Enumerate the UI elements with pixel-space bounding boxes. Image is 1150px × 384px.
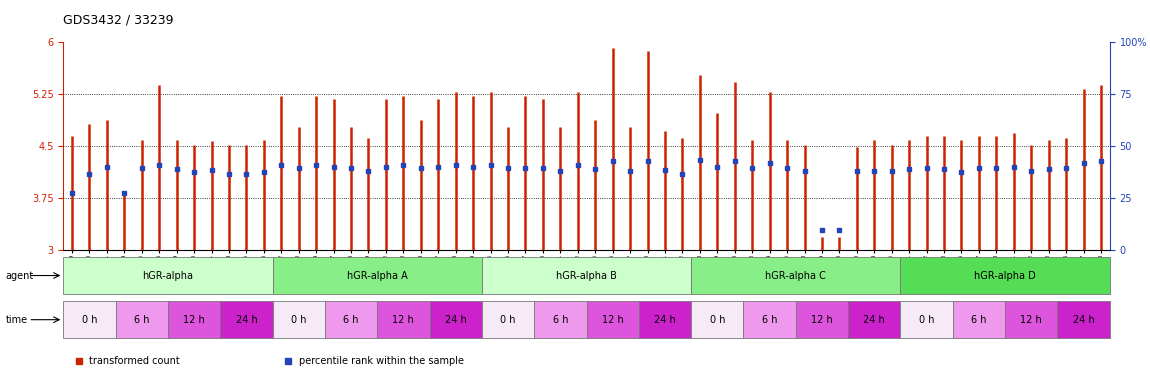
- Text: transformed count: transformed count: [90, 356, 181, 366]
- Text: 6 h: 6 h: [972, 314, 987, 325]
- Text: 6 h: 6 h: [553, 314, 568, 325]
- Bar: [534, 301, 586, 338]
- Text: 12 h: 12 h: [392, 314, 414, 325]
- Bar: [63, 257, 273, 294]
- Bar: [273, 301, 324, 338]
- Bar: [849, 301, 900, 338]
- Text: hGR-alpha B: hGR-alpha B: [557, 270, 616, 281]
- Text: 12 h: 12 h: [1020, 314, 1042, 325]
- Bar: [639, 301, 691, 338]
- Text: 6 h: 6 h: [344, 314, 359, 325]
- Bar: [1005, 301, 1058, 338]
- Text: hGR-alpha D: hGR-alpha D: [974, 270, 1036, 281]
- Text: GDS3432 / 33239: GDS3432 / 33239: [63, 14, 174, 27]
- Text: percentile rank within the sample: percentile rank within the sample: [299, 356, 463, 366]
- Text: agent: agent: [6, 271, 34, 281]
- Bar: [743, 301, 796, 338]
- Text: 24 h: 24 h: [236, 314, 258, 325]
- Text: 12 h: 12 h: [183, 314, 205, 325]
- Text: 24 h: 24 h: [1073, 314, 1095, 325]
- Bar: [482, 301, 535, 338]
- Text: 6 h: 6 h: [135, 314, 150, 325]
- Bar: [900, 301, 952, 338]
- Text: 24 h: 24 h: [445, 314, 467, 325]
- Text: 6 h: 6 h: [762, 314, 777, 325]
- Text: hGR-alpha: hGR-alpha: [143, 270, 193, 281]
- Text: 0 h: 0 h: [82, 314, 97, 325]
- Bar: [115, 301, 168, 338]
- Bar: [796, 301, 849, 338]
- Bar: [586, 301, 639, 338]
- Text: 0 h: 0 h: [291, 314, 306, 325]
- Text: 0 h: 0 h: [710, 314, 724, 325]
- Text: 12 h: 12 h: [601, 314, 623, 325]
- Bar: [325, 301, 377, 338]
- Bar: [952, 301, 1005, 338]
- Bar: [691, 301, 744, 338]
- Text: 0 h: 0 h: [919, 314, 934, 325]
- Text: hGR-alpha A: hGR-alpha A: [347, 270, 407, 281]
- Bar: [168, 301, 220, 338]
- Bar: [1058, 301, 1110, 338]
- Bar: [482, 257, 691, 294]
- Bar: [691, 257, 900, 294]
- Bar: [63, 301, 115, 338]
- Text: time: time: [6, 315, 28, 325]
- Bar: [377, 301, 430, 338]
- Bar: [900, 257, 1110, 294]
- Bar: [430, 301, 482, 338]
- Text: 12 h: 12 h: [811, 314, 833, 325]
- Text: 24 h: 24 h: [864, 314, 886, 325]
- Bar: [221, 301, 273, 338]
- Text: 0 h: 0 h: [500, 314, 515, 325]
- Bar: [273, 257, 482, 294]
- Text: hGR-alpha C: hGR-alpha C: [766, 270, 826, 281]
- Text: 24 h: 24 h: [654, 314, 676, 325]
